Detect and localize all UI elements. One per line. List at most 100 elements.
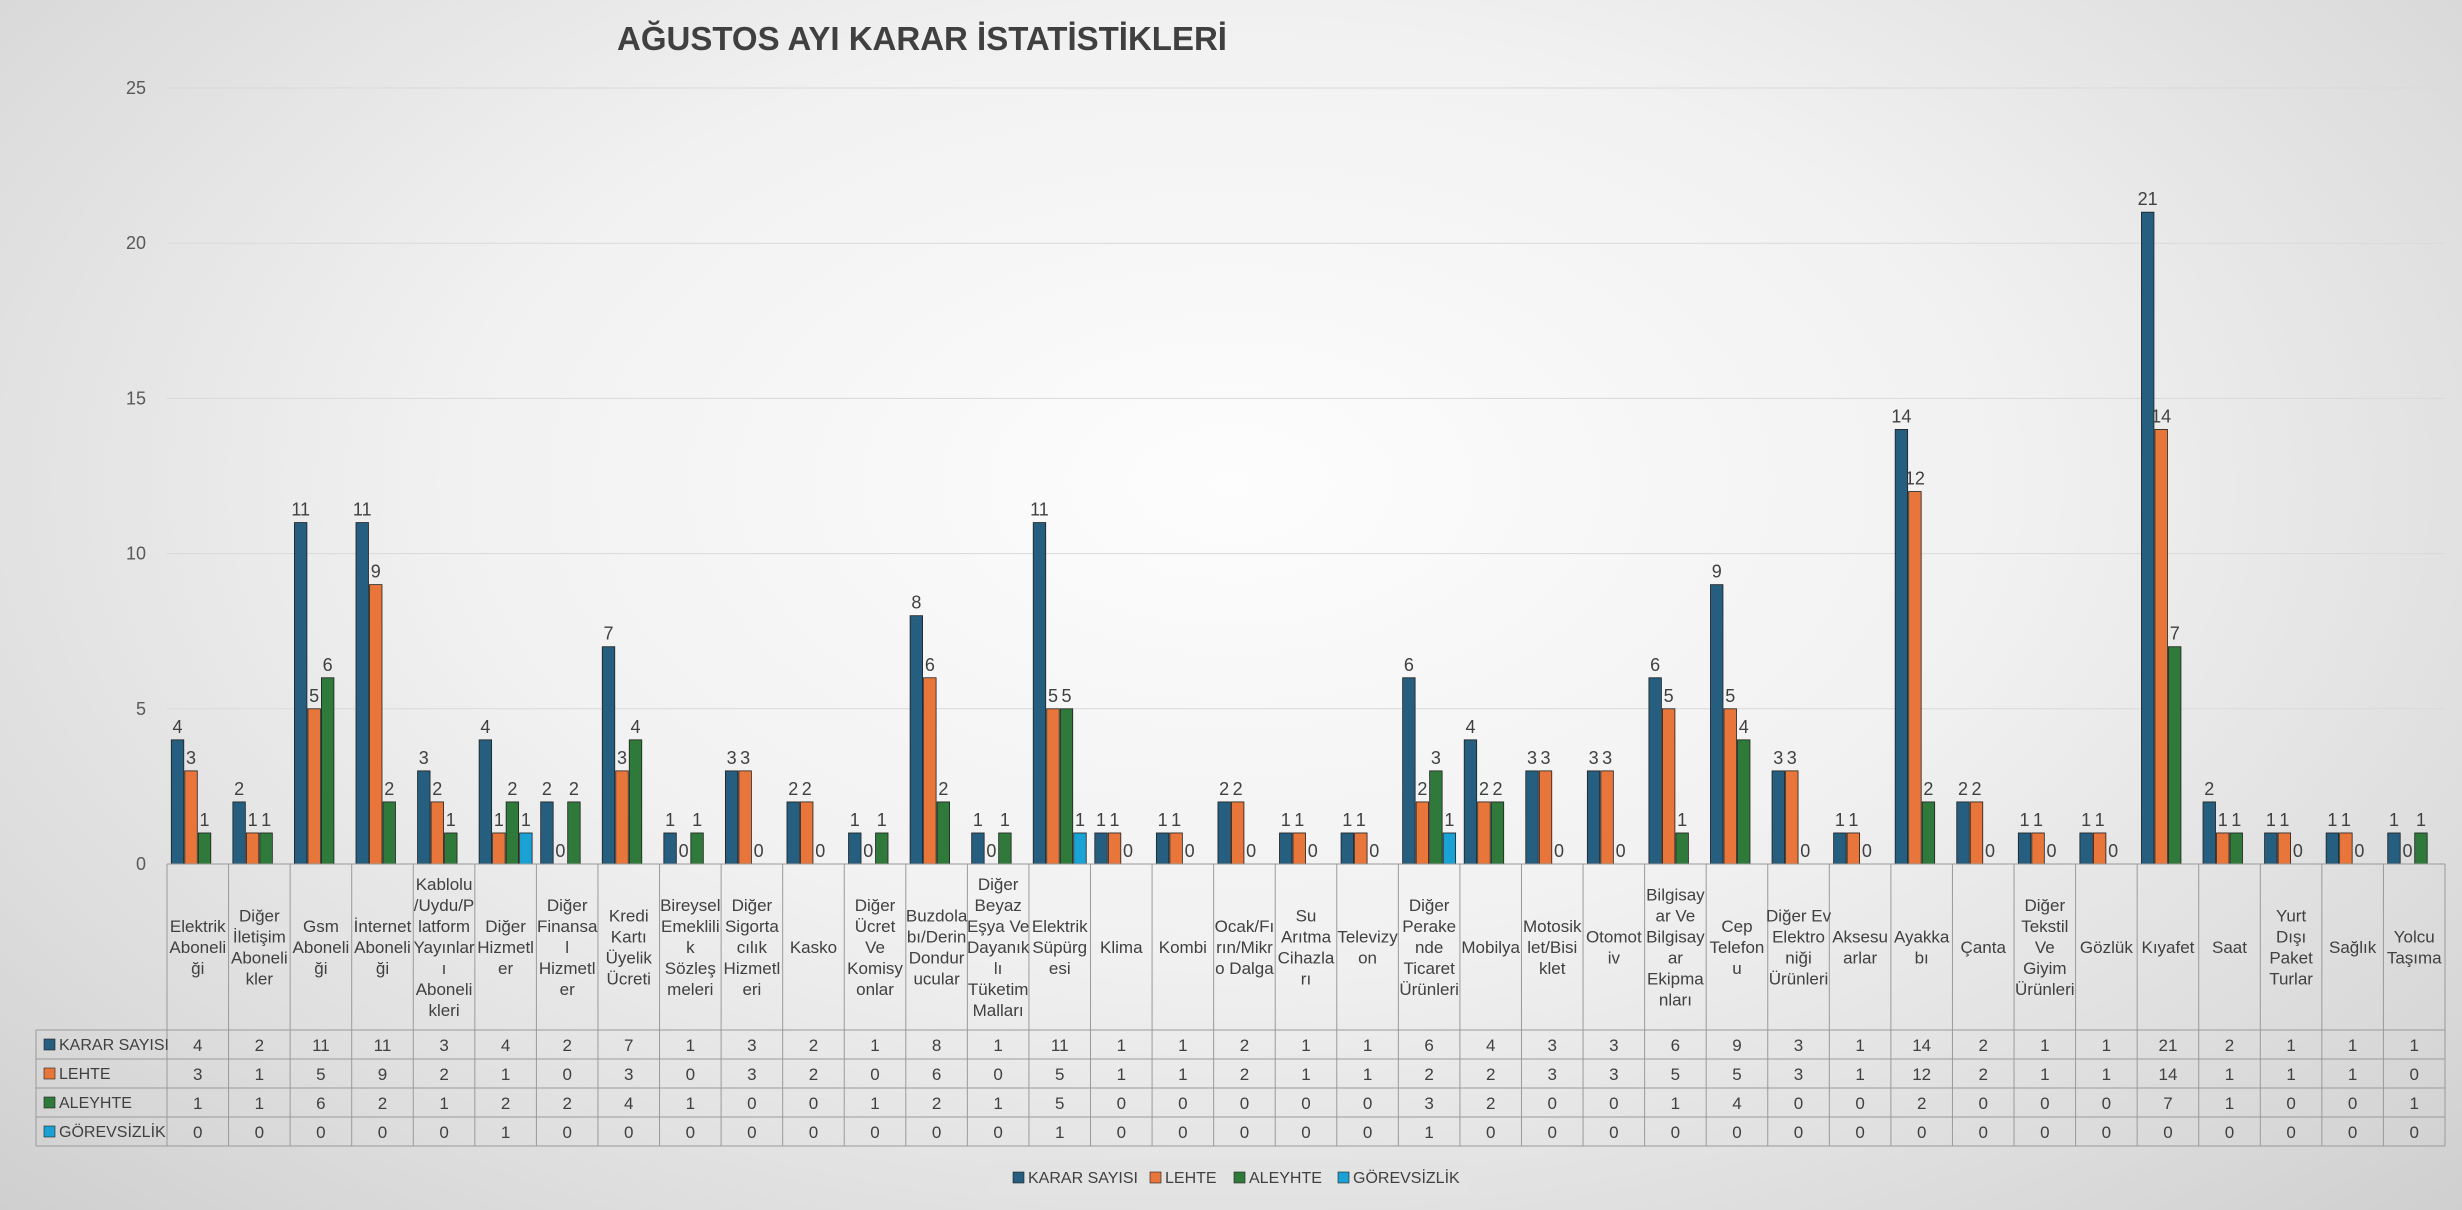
bar <box>1032 522 1047 865</box>
table-cell: 6 <box>932 1065 941 1084</box>
bar <box>1279 832 1293 865</box>
bar <box>971 832 985 865</box>
data-label: 11 <box>353 500 372 520</box>
bar <box>2216 832 2230 865</box>
table-cell: 0 <box>378 1123 387 1142</box>
data-label: 2 <box>234 779 244 799</box>
bar <box>1169 832 1183 865</box>
data-label: 1 <box>494 810 504 830</box>
table-cell: 0 <box>809 1123 818 1142</box>
data-label: 3 <box>1602 748 1612 768</box>
bar <box>786 801 800 865</box>
table-cell: 6 <box>316 1094 325 1113</box>
data-label: 1 <box>665 810 675 830</box>
bar <box>2092 832 2107 865</box>
table-cell: 1 <box>1363 1065 1372 1084</box>
data-label: 6 <box>1650 655 1660 675</box>
table-cell: 1 <box>2348 1065 2357 1084</box>
data-label: 2 <box>384 779 394 799</box>
data-label: 1 <box>2416 810 2426 830</box>
table-cell: 2 <box>1240 1036 1249 1055</box>
category-label: Yolcu Taşıma <box>2387 928 2442 968</box>
table-cell: 2 <box>378 1094 387 1113</box>
data-label: 0 <box>815 841 825 861</box>
table-cell: 9 <box>378 1065 387 1084</box>
table-cell: 2 <box>562 1094 571 1113</box>
table-cell: 0 <box>255 1123 264 1142</box>
table-cell: 0 <box>1732 1123 1741 1142</box>
bar <box>1846 832 1861 865</box>
category-label: Diğer Hizmetl er <box>477 917 534 978</box>
bar <box>1785 770 1799 865</box>
table-cell: 0 <box>1855 1123 1864 1142</box>
data-label: 4 <box>630 717 640 737</box>
data-label: 1 <box>248 810 258 830</box>
bar <box>430 801 444 865</box>
category-label: Gsm Aboneli ği <box>293 917 350 978</box>
table-cell: 3 <box>1548 1065 1557 1084</box>
table-cell: 0 <box>1979 1094 1988 1113</box>
table-cell: 0 <box>439 1123 448 1142</box>
bar <box>1662 708 1676 865</box>
table-cell: 4 <box>1486 1036 1495 1055</box>
table-cell: 2 <box>932 1094 941 1113</box>
table-cell: 2 <box>562 1036 571 1055</box>
table-cell: 5 <box>1732 1065 1741 1084</box>
data-label: 14 <box>1891 406 1911 426</box>
table-cell: 0 <box>747 1094 756 1113</box>
data-label: 1 <box>1281 810 1291 830</box>
table-cell: 6 <box>1424 1036 1433 1055</box>
table-cell: 0 <box>2286 1094 2295 1113</box>
bar <box>1833 832 1847 865</box>
data-label: 2 <box>1923 779 1933 799</box>
legend-key <box>43 1125 56 1138</box>
table-cell: 4 <box>624 1094 633 1113</box>
data-label: 3 <box>1541 748 1551 768</box>
bar <box>1710 584 1724 865</box>
data-label: 1 <box>1000 810 1010 830</box>
bar <box>724 770 739 865</box>
data-label: 1 <box>261 810 271 830</box>
data-label: 1 <box>1075 810 1085 830</box>
table-cell: 2 <box>1979 1065 1988 1084</box>
data-label: 0 <box>1862 841 1872 861</box>
bar <box>1956 801 1970 865</box>
bar <box>1525 770 1539 865</box>
data-label: 1 <box>1356 810 1366 830</box>
data-label: 0 <box>1800 841 1810 861</box>
bar <box>2229 832 2243 865</box>
bar <box>355 522 369 865</box>
data-label: 2 <box>432 779 442 799</box>
bar <box>1894 429 1909 865</box>
bar <box>2168 646 2182 865</box>
category-label: Sağlık <box>2329 938 2377 957</box>
bar <box>1046 708 1060 865</box>
table-cell: 1 <box>2286 1065 2295 1084</box>
data-label: 0 <box>2108 841 2118 861</box>
bar <box>800 801 814 865</box>
data-label: 2 <box>507 779 517 799</box>
bar <box>601 646 616 865</box>
table-cell: 0 <box>809 1094 818 1113</box>
bar <box>1463 739 1478 865</box>
data-label: 0 <box>679 841 689 861</box>
table-cell: 3 <box>1794 1036 1803 1055</box>
data-label: 1 <box>2020 810 2030 830</box>
table-cell: 0 <box>993 1123 1002 1142</box>
table-cell: 1 <box>993 1036 1002 1055</box>
bar <box>417 770 431 865</box>
table-cell: 5 <box>1055 1094 1064 1113</box>
table-cell: 1 <box>501 1065 510 1084</box>
data-label: 1 <box>2389 810 2399 830</box>
data-label: 1 <box>1096 810 1106 830</box>
bar <box>1477 801 1491 865</box>
data-label: 0 <box>1308 841 1318 861</box>
bar <box>1354 832 1368 865</box>
legend-key <box>1337 1171 1350 1184</box>
table-cell: 0 <box>316 1123 325 1142</box>
data-label: 0 <box>863 841 873 861</box>
data-label: 1 <box>2033 810 2043 830</box>
bar <box>259 832 273 865</box>
table-cell: 1 <box>993 1094 1002 1113</box>
table-cell: 5 <box>1671 1065 1680 1084</box>
